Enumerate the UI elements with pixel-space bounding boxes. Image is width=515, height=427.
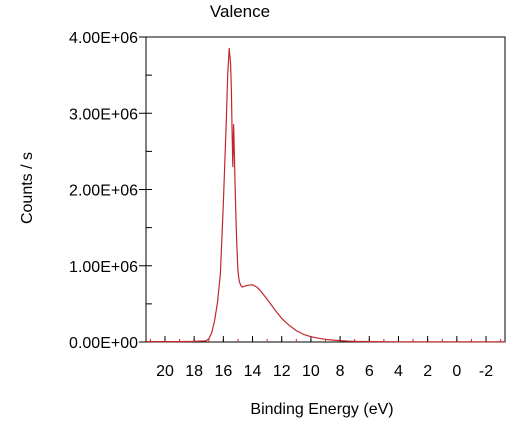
x-tick-label: 12: [273, 363, 291, 380]
x-tick-label: 14: [244, 363, 262, 380]
y-tick-label: 2.00E+06: [69, 183, 138, 200]
x-tick-label: 10: [302, 363, 320, 380]
x-tick-label: -2: [479, 363, 493, 380]
x-tick-label: 2: [423, 363, 432, 380]
y-axis-title: Counts / s: [19, 152, 36, 224]
y-tick-label: 0.00E+00: [69, 335, 138, 352]
chart-title: Valence: [210, 2, 270, 21]
y-tick-label: 3.00E+06: [69, 106, 138, 123]
y-tick-label: 4.00E+06: [69, 30, 138, 47]
x-tick-label: 8: [336, 363, 345, 380]
x-axis-title: Binding Energy (eV): [250, 401, 393, 418]
plot-frame: [145, 36, 506, 343]
x-tick-label: 16: [214, 363, 232, 380]
x-tick-label: 20: [156, 363, 174, 380]
ticks-layer: [139, 36, 502, 343]
x-tick-label: 4: [394, 363, 403, 380]
series-layer: [146, 47, 505, 343]
tick-labels-layer: 0.00E+00 1.00E+06 2.00E+06 3.00E+06 4.00E+06…: [69, 30, 493, 380]
spectrum-line-0: [146, 47, 505, 343]
x-tick-label: 0: [452, 363, 461, 380]
y-tick-label: 1.00E+06: [69, 259, 138, 276]
x-tick-label: 18: [185, 363, 203, 380]
x-tick-label: 6: [365, 363, 374, 380]
